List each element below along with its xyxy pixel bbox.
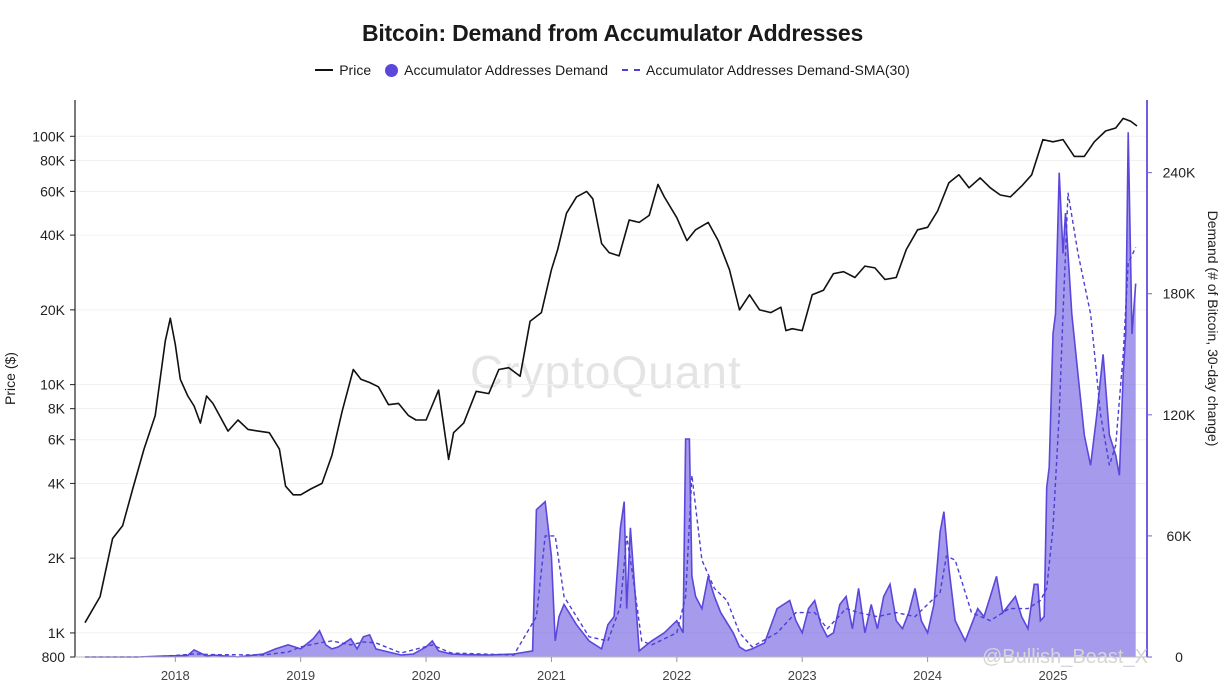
y-left-tick-label: 10K	[40, 377, 66, 393]
y-left-tick-label: 4K	[48, 475, 66, 491]
x-tick-label: 2019	[286, 668, 315, 683]
demand-sma-line	[85, 192, 1137, 658]
y-left-tick-label: 800	[42, 649, 66, 665]
y-right-tick-label: 60K	[1167, 528, 1193, 544]
legend-label-demand: Accumulator Addresses Demand	[404, 62, 608, 78]
y-left-tick-label: 20K	[40, 302, 66, 318]
legend-swatch-demand	[385, 63, 399, 77]
price-line	[84, 117, 1138, 624]
x-tick-label: 2024	[913, 668, 942, 683]
legend-label-price: Price	[339, 62, 372, 78]
demand-area	[85, 132, 1136, 658]
x-tick-label: 2025	[1039, 668, 1068, 683]
y-left-tick-label: 1K	[48, 625, 66, 641]
y-right-tick-label: 120K	[1163, 407, 1196, 423]
legend-label-demand-sma: Accumulator Addresses Demand-SMA(30)	[646, 62, 910, 78]
y-left-tick-label: 8K	[48, 401, 66, 417]
legend-swatch-demand-sma	[622, 69, 640, 71]
y-right-tick-label: 180K	[1163, 286, 1196, 302]
credit-text: @Bullish_Beast_X	[982, 646, 1148, 668]
y-right-tick-label: 0	[1175, 649, 1183, 665]
y-left-axis-title: Price ($)	[2, 352, 18, 405]
x-tick-label: 2022	[662, 668, 691, 683]
chart-legend: Price Accumulator Addresses Demand Accum…	[0, 62, 1225, 78]
legend-item-demand[interactable]: Accumulator Addresses Demand	[385, 62, 608, 78]
y-right-tick-label: 240K	[1163, 165, 1196, 181]
y-left-tick-label: 60K	[40, 183, 66, 199]
legend-item-demand-sma[interactable]: Accumulator Addresses Demand-SMA(30)	[622, 62, 910, 78]
chart-title: Bitcoin: Demand from Accumulator Address…	[361, 20, 864, 46]
x-tick-label: 2023	[788, 668, 817, 683]
demand-line	[85, 132, 1137, 658]
y-left-tick-label: 40K	[40, 227, 66, 243]
y-left-tick-label: 100K	[32, 128, 65, 144]
y-left-tick-label: 6K	[48, 432, 66, 448]
x-tick-label: 2020	[412, 668, 441, 683]
x-tick-label: 2021	[537, 668, 566, 683]
y-left-tick-label: 2K	[48, 550, 66, 566]
y-left-tick-label: 80K	[40, 152, 66, 168]
y-right-axis-title: Demand (# of Bitcoin, 30-day change)	[1205, 211, 1221, 447]
legend-swatch-price	[315, 69, 334, 71]
legend-item-price[interactable]: Price	[315, 62, 371, 78]
x-tick-label: 2018	[161, 668, 190, 683]
